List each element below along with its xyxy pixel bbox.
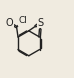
Text: S: S <box>38 18 44 28</box>
Text: Cl: Cl <box>19 16 27 25</box>
Text: O: O <box>6 18 13 28</box>
